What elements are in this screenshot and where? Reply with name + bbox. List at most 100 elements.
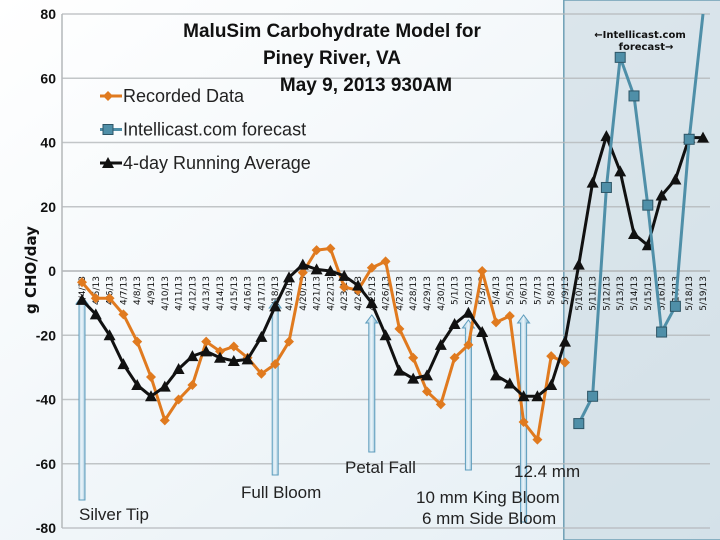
x-tick-label: 4/5/13 [92,276,102,305]
data-point [379,329,392,341]
data-point [215,346,225,357]
data-point [573,418,585,430]
data-point [365,297,378,309]
data-point [366,262,377,273]
annotation-label: 10 mm King Bloom [416,488,560,507]
data-point [297,267,308,278]
x-tick-label: 4/11/13 [175,276,185,311]
data-point [669,300,681,312]
data-point [284,336,294,347]
data-point [518,416,529,427]
x-tick-label: 5/1/13 [451,276,461,305]
x-tick-label: 4/10/13 [161,276,171,311]
bloom-stage-arrow [364,314,379,453]
data-point [545,379,558,391]
data-point [311,245,322,256]
data-point [200,345,213,357]
data-point [117,358,130,370]
data-point [491,317,501,328]
data-point [517,390,530,402]
series-intellicast-com-forecast [573,13,705,430]
data-point [255,330,268,342]
data-point [532,434,543,445]
data-point [628,90,640,102]
x-tick-label: 4/22/13 [326,276,336,311]
x-tick-label: 5/12/13 [602,276,612,311]
x-tick-label: 5/16/13 [658,276,668,311]
x-tick-label: 4/23/13 [340,276,350,311]
data-point [435,399,446,410]
x-tick-label: 4/27/13 [395,276,405,311]
data-point [546,351,557,362]
chart-title-line-3: May 9, 2013 930AM [280,75,452,96]
y-tick-label: -40 [36,392,56,408]
data-point [324,265,337,276]
data-point [269,300,282,312]
data-point [131,379,144,391]
x-tick-label: 4/8/13 [133,276,143,305]
data-point [325,243,336,254]
x-tick-label: 4/15/13 [230,276,240,311]
x-tick-label: 5/7/13 [533,276,543,305]
data-point [214,351,226,363]
chart-title-line-1: MaluSim Carbohydrate Model for [183,21,481,42]
x-tick-label: 4/7/13 [119,276,129,305]
data-point [628,228,640,240]
data-point [462,306,475,318]
data-point [270,359,281,370]
data-point [173,394,184,405]
data-point [186,350,199,362]
data-point [448,318,461,330]
y-tick-label: 20 [40,199,56,215]
x-tick-label: 5/11/13 [589,276,599,311]
x-tick-label: 5/9/13 [561,276,571,305]
data-point [102,157,114,168]
data-point [600,181,612,193]
series-line [577,13,705,425]
x-tick-label: 4/14/13 [216,276,226,311]
data-point [697,131,709,143]
x-tick-label: 4/13/13 [202,276,212,311]
data-point [587,390,599,402]
legend-label: Recorded Data [123,86,245,106]
data-point [228,341,239,352]
data-point [146,372,156,383]
data-point [77,277,87,288]
data-point [104,293,115,304]
data-point [118,309,129,320]
data-point [338,269,351,281]
annotation-label: Silver Tip [79,505,149,524]
series-recorded-data [77,243,570,445]
forecast-label-line-1: ←Intellicast.com [594,30,686,41]
y-tick-label: -80 [36,520,56,536]
data-point [102,124,114,135]
data-point [407,372,420,384]
y-tick-label: -60 [36,456,56,472]
data-point [669,173,682,185]
y-tick-label: 80 [40,6,56,22]
y-axis-label: g CHO/day [22,226,40,314]
data-point [90,293,101,304]
data-point [256,368,267,379]
data-point [408,352,419,363]
data-point [641,239,654,251]
y-tick-label: -20 [36,327,56,343]
data-point [310,263,323,275]
x-tick-label: 5/15/13 [644,276,654,311]
annotation-label: 6 mm Side Bloom [422,509,556,528]
y-tick-label: 0 [48,263,56,279]
data-point [504,310,515,321]
x-tick-label: 4/28/13 [409,276,419,311]
data-point [172,362,185,374]
x-tick-label: 5/3/13 [478,276,488,305]
x-tick-label: 5/13/13 [616,276,626,311]
x-tick-label: 4/25/13 [368,276,378,311]
data-point [642,199,654,211]
data-point [449,352,460,363]
data-point [132,336,143,347]
data-point [201,336,212,347]
data-point [103,329,116,341]
data-point [490,369,502,381]
x-tick-label: 5/8/13 [547,276,557,305]
